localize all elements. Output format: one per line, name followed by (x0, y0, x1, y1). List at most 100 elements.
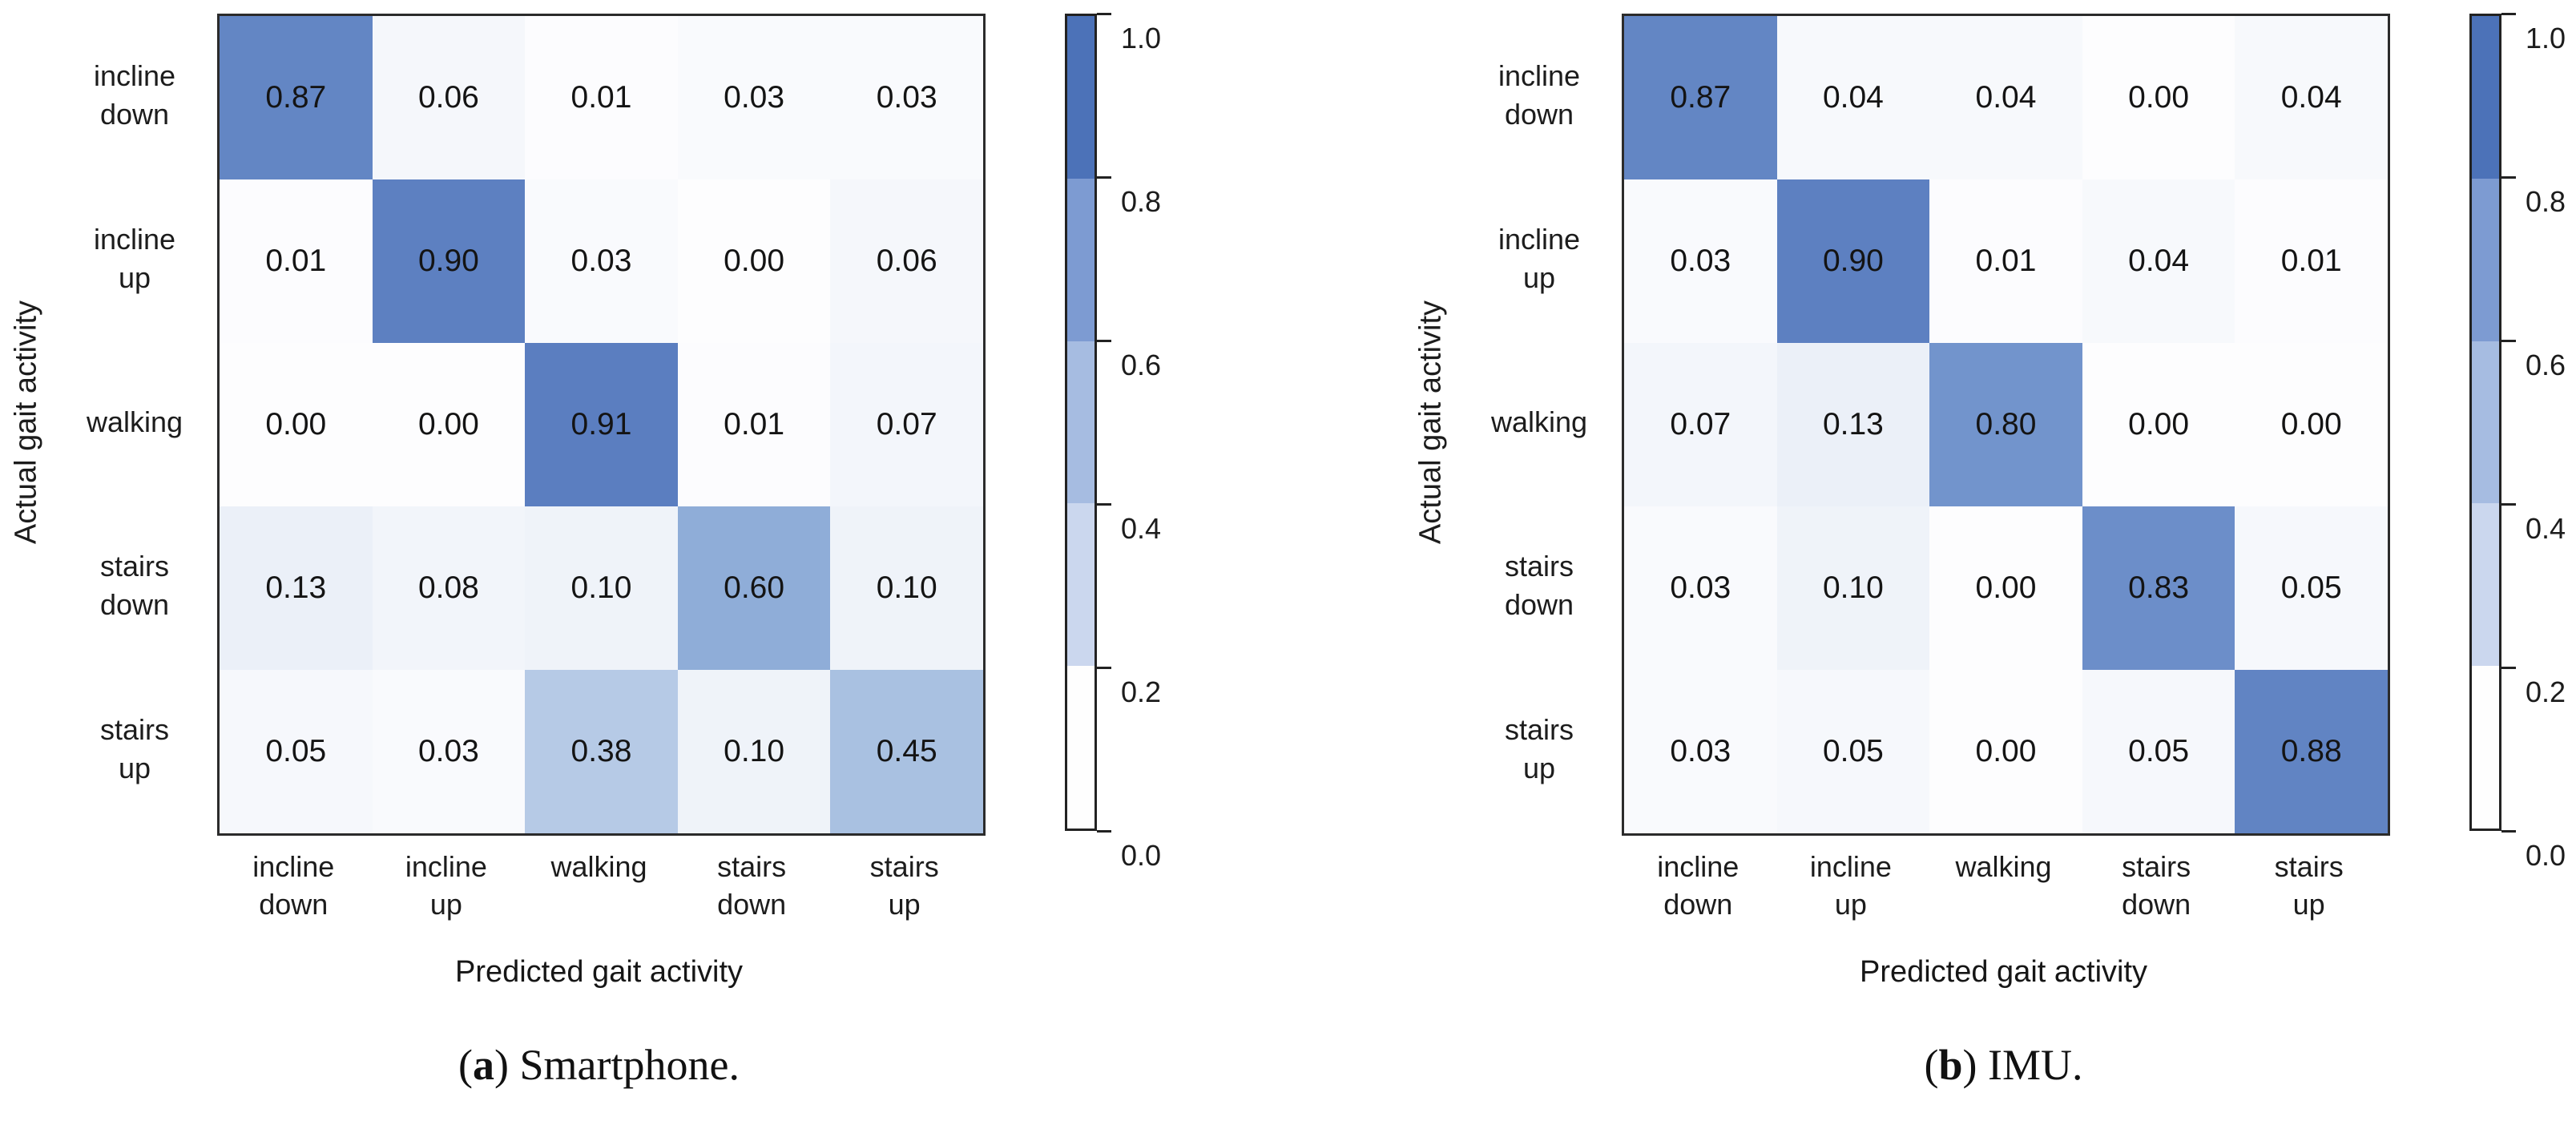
matrix-cell: 0.03 (525, 179, 678, 343)
label-line: up (1834, 888, 1867, 921)
matrix-cell: 0.88 (2235, 670, 2388, 833)
matrix-cell: 0.03 (1624, 179, 1777, 343)
matrix-cell: 0.03 (830, 16, 983, 179)
caption-letter: a (473, 1041, 495, 1089)
colorbar-tick (1097, 175, 1111, 179)
column-label: incline up (1810, 848, 1892, 923)
label-line: up (1522, 261, 1556, 294)
matrix-cell: 0.01 (1929, 179, 2082, 343)
matrix-cell: 0.03 (372, 670, 526, 833)
colorbar-tick-label: 0.8 (1121, 185, 1162, 218)
colorbar-tick-label: 1.0 (2526, 22, 2566, 54)
label-line: stairs (2122, 850, 2191, 883)
matrix-cell: 0.38 (525, 670, 678, 833)
colorbar-tick (1097, 12, 1111, 15)
column-label: stairs up (870, 848, 939, 923)
matrix-cell: 0.05 (2082, 670, 2235, 833)
colorbar-tick (1097, 502, 1111, 506)
colorbar-tick (1097, 666, 1111, 669)
row-label: incline down (94, 57, 175, 134)
label-line: down (1504, 98, 1574, 131)
label-line: stairs (99, 713, 170, 746)
label-line: down (1504, 588, 1574, 621)
colorbar-tick-label: 0.6 (1121, 349, 1162, 381)
label-line: stairs (1504, 550, 1574, 583)
column-label: walking (1955, 848, 2051, 885)
x-axis-label: Predicted gait activity (1859, 955, 2148, 989)
matrix-cell: 0.13 (220, 506, 373, 670)
matrix-cell: 0.80 (1929, 343, 2082, 506)
colorbar-segment (2472, 16, 2499, 179)
row-label: walking (87, 403, 183, 441)
matrix-cell: 0.10 (525, 506, 678, 670)
label-line: stairs (99, 550, 169, 583)
label-line: up (888, 888, 921, 921)
matrix-cell: 0.00 (1929, 670, 2082, 833)
matrix-cell: 0.08 (372, 506, 526, 670)
colorbar (1065, 14, 1097, 831)
matrix-cell: 0.04 (1776, 16, 1930, 179)
label-line: walking (86, 405, 183, 438)
matrix-cell: 0.05 (2235, 506, 2388, 670)
row-label: stairs up (100, 711, 169, 788)
colorbar-tick (2501, 339, 2516, 342)
matrix-cell: 0.00 (220, 343, 373, 506)
matrix-cell: 0.00 (2082, 16, 2235, 179)
colorbar-tick (2501, 829, 2516, 833)
matrix-cell: 0.04 (2235, 16, 2388, 179)
label-line: up (118, 261, 151, 294)
colorbar-segment (1067, 666, 1094, 829)
colorbar-tick (1097, 339, 1111, 342)
row-label: stairs down (1505, 547, 1574, 624)
matrix-cell: 0.00 (1929, 506, 2082, 670)
matrix-cell: 0.06 (372, 16, 526, 179)
matrix-cell: 0.90 (372, 179, 526, 343)
column-label: stairs down (2122, 848, 2191, 923)
matrix-cell: 0.01 (220, 179, 373, 343)
colorbar-tick (2501, 502, 2516, 506)
matrix-cell: 0.04 (2082, 179, 2235, 343)
matrix-cell: 0.91 (525, 343, 678, 506)
colorbar-tick (2501, 12, 2516, 15)
label-line: stairs (2274, 850, 2344, 883)
label-line: down (2122, 888, 2191, 921)
matrix-cell: 0.05 (1776, 670, 1930, 833)
colorbar-segment (2472, 341, 2499, 504)
label-line: incline (252, 850, 335, 883)
matrix-cell: 0.01 (677, 343, 831, 506)
colorbar-tick-label: 0.6 (2526, 349, 2566, 381)
colorbar-tick-label: 0.2 (1121, 675, 1162, 708)
matrix-cell: 0.03 (1624, 670, 1777, 833)
matrix-cell: 0.90 (1776, 179, 1930, 343)
label-line: down (717, 888, 787, 921)
label-line: up (429, 888, 462, 921)
matrix-cell: 0.83 (2082, 506, 2235, 670)
label-line: down (99, 98, 170, 131)
matrix-cell: 0.00 (677, 179, 831, 343)
matrix-cell: 0.00 (2082, 343, 2235, 506)
column-label: walking (550, 848, 647, 885)
colorbar-tick-label: 1.0 (1121, 22, 1162, 54)
matrix-cell: 0.10 (677, 670, 831, 833)
label-line: walking (550, 850, 647, 883)
caption-letter: b (1938, 1041, 1963, 1089)
colorbar-segment (1067, 503, 1094, 667)
label-line: up (118, 752, 151, 784)
label-line: down (259, 888, 329, 921)
caption-text: IMU. (1988, 1041, 2083, 1089)
label-line: incline (405, 850, 487, 883)
label-line: incline (1809, 850, 1892, 883)
matrix-cell: 0.87 (1624, 16, 1777, 179)
matrix-cell: 0.87 (220, 16, 373, 179)
label-line: stairs (869, 850, 939, 883)
panel-caption: (b) IMU. (1924, 1041, 2083, 1089)
heatmap-grid: 0.87 0.06 0.01 0.03 0.03 0.01 0.90 0.03 0.00 0.06… (217, 14, 986, 836)
matrix-cell: 0.45 (830, 670, 983, 833)
label-line: stairs (717, 850, 787, 883)
colorbar-tick (2501, 666, 2516, 669)
row-label: incline up (1498, 220, 1580, 297)
label-line: down (99, 588, 170, 621)
